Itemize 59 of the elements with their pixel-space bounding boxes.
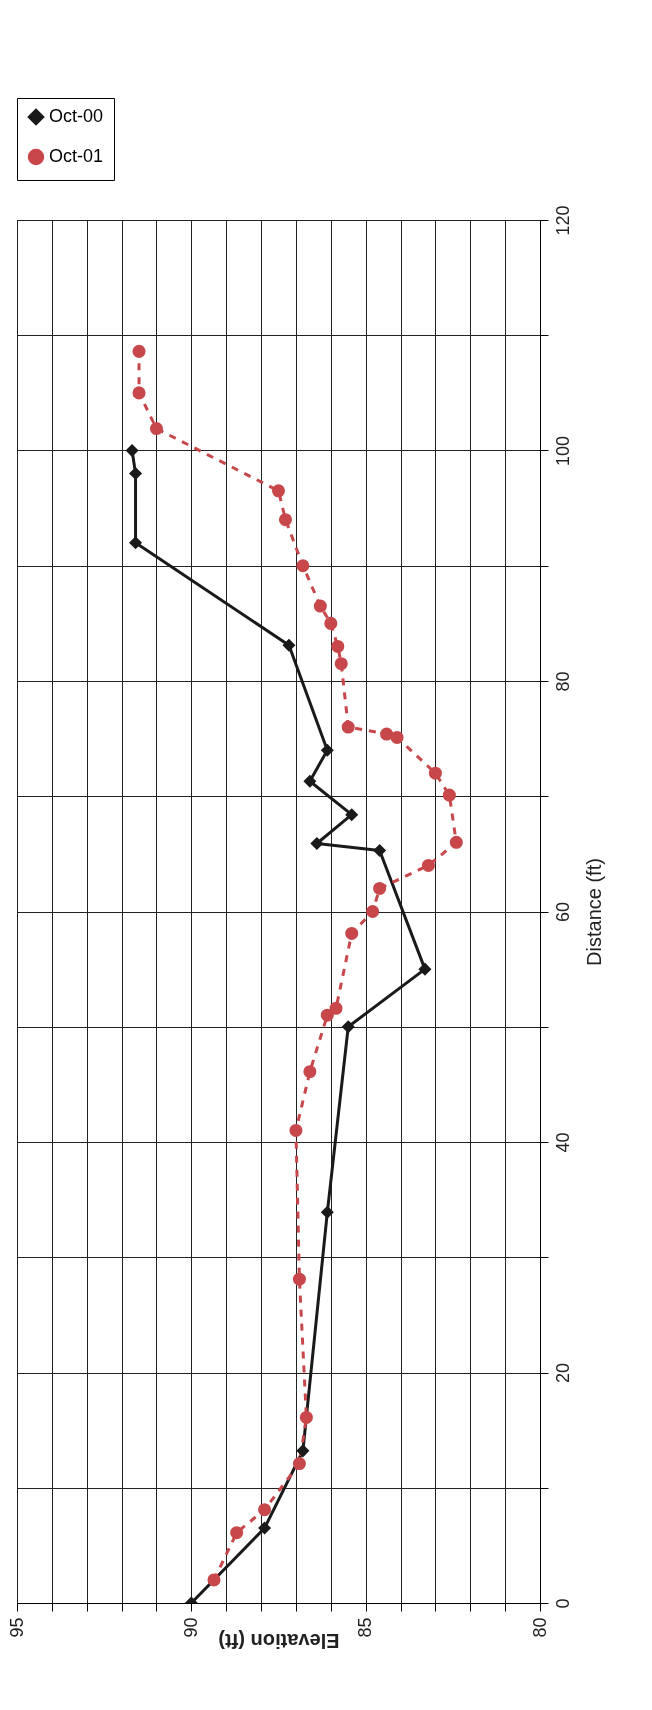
- point: [149, 422, 163, 436]
- point: [129, 536, 143, 550]
- point: [418, 962, 432, 976]
- y-tick-label: 80: [552, 671, 573, 692]
- point: [313, 599, 327, 613]
- point: [373, 881, 387, 895]
- point: [258, 1503, 272, 1517]
- point: [341, 1020, 355, 1034]
- point: [366, 904, 380, 919]
- point: [320, 1205, 334, 1219]
- point: [296, 1444, 310, 1458]
- point: [258, 1521, 272, 1535]
- y-tick-label: 0: [552, 1598, 573, 1609]
- point: [296, 559, 310, 573]
- point: [380, 727, 394, 741]
- point: [132, 344, 146, 358]
- legend-label: Oct-01: [49, 146, 104, 166]
- point: [320, 1008, 334, 1022]
- point: [230, 1526, 244, 1540]
- point: [303, 1065, 317, 1079]
- point: [329, 1001, 343, 1015]
- point: [345, 926, 359, 940]
- point: [289, 1123, 303, 1137]
- point: [299, 1410, 313, 1424]
- point: [292, 1457, 306, 1471]
- point: [320, 743, 334, 757]
- point: [324, 616, 338, 630]
- y-tick-label: 20: [552, 1362, 573, 1384]
- x-tick-label: 85: [355, 1617, 376, 1638]
- x-tick-label: 95: [6, 1617, 27, 1638]
- point: [334, 657, 348, 671]
- point: [449, 835, 463, 849]
- point: [390, 730, 404, 744]
- y-tick-label: 40: [552, 1132, 573, 1153]
- y-axis-title: Distance (ft): [582, 858, 605, 966]
- point: [132, 386, 146, 400]
- point: [373, 843, 387, 857]
- point: [207, 1573, 221, 1587]
- point: [341, 720, 355, 734]
- point: [303, 774, 317, 788]
- point: [292, 1272, 306, 1286]
- legend-label: Oct-00: [49, 106, 104, 126]
- point: [129, 467, 143, 481]
- point: [345, 808, 359, 822]
- point: [442, 788, 456, 802]
- point: [282, 638, 296, 652]
- point: [271, 484, 286, 498]
- point: [421, 858, 435, 872]
- y-tick-label: 120: [552, 205, 573, 236]
- y-tick-label: 100: [552, 435, 573, 467]
- x-tick-label: 80: [529, 1617, 550, 1638]
- point: [278, 513, 292, 527]
- x-axis-title: Elevation (ft): [218, 1629, 340, 1652]
- y-tick-label: 60: [552, 901, 573, 923]
- point: [310, 836, 324, 851]
- point: [331, 639, 345, 653]
- point: [428, 766, 442, 780]
- point: [125, 443, 139, 458]
- x-tick-label: 90: [180, 1617, 201, 1638]
